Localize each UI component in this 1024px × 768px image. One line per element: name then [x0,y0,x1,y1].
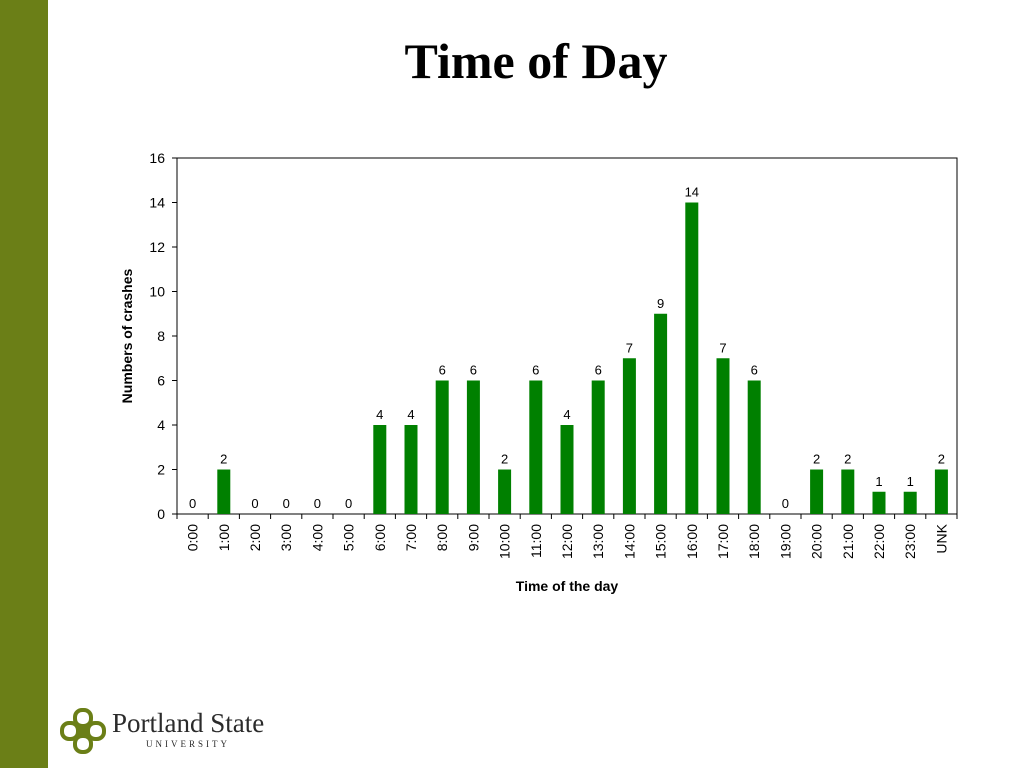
bar [622,358,636,514]
data-label: 6 [532,363,539,378]
data-label: 7 [626,340,633,355]
x-tick-label: 0:00 [185,524,201,551]
data-label: 0 [782,496,789,511]
data-label: 4 [407,407,414,422]
x-tick-label: 17:00 [715,524,731,559]
logo-name: Portland State [112,708,265,738]
x-tick-label: 13:00 [590,524,606,559]
data-label: 2 [938,452,945,467]
x-tick-label: 16:00 [684,524,700,559]
x-tick-label: 10:00 [497,524,513,559]
data-label: 2 [813,452,820,467]
x-tick-label: 12:00 [559,524,575,559]
bar [217,469,231,514]
x-tick-label: 4:00 [309,524,325,551]
x-tick-label: 15:00 [653,524,669,559]
bar [529,380,543,514]
y-tick-label: 12 [149,239,165,255]
data-label: 2 [220,452,227,467]
data-label: 7 [719,340,726,355]
data-label: 4 [376,407,383,422]
x-tick-label: 19:00 [777,524,793,559]
data-label: 9 [657,296,664,311]
bar [404,425,418,514]
bar [747,380,761,514]
data-label: 1 [875,474,882,489]
x-tick-label: 2:00 [247,524,263,551]
bar [810,469,824,514]
data-label: 2 [844,452,851,467]
data-label: 0 [314,496,321,511]
data-label: 6 [751,363,758,378]
bar [872,491,886,514]
x-tick-label: 6:00 [372,524,388,551]
data-label: 6 [439,363,446,378]
university-logo: Portland State UNIVERSITY [60,706,300,756]
data-label: 2 [501,452,508,467]
psu-interlocking-logo-icon [60,708,106,754]
y-tick-label: 8 [157,328,165,344]
bar [903,491,917,514]
y-tick-label: 6 [157,373,165,389]
bar [934,469,948,514]
bar [373,425,387,514]
x-tick-label: 22:00 [871,524,887,559]
x-tick-label: 7:00 [403,524,419,551]
data-label: 4 [563,407,570,422]
data-label: 0 [345,496,352,511]
x-tick-label: 3:00 [278,524,294,551]
y-tick-label: 4 [157,417,165,433]
data-label: 0 [251,496,258,511]
data-label: 6 [595,363,602,378]
bar [841,469,855,514]
data-label: 6 [470,363,477,378]
data-label: 1 [907,474,914,489]
x-tick-label: 5:00 [341,524,357,551]
x-axis-title: Time of the day [516,578,619,594]
bar [685,202,699,514]
y-tick-label: 0 [157,506,165,522]
data-label: 14 [685,185,699,200]
y-axis-title: Numbers of crashes [119,268,135,403]
x-tick-label: 21:00 [840,524,856,559]
bar [716,358,730,514]
bar [466,380,480,514]
x-tick-label: 1:00 [216,524,232,551]
y-tick-label: 14 [149,195,165,211]
slide-title: Time of Day [404,33,668,89]
data-label: 0 [189,496,196,511]
y-tick-label: 10 [149,284,165,300]
logo-subtitle: UNIVERSITY [146,739,230,749]
y-tick-label: 2 [157,462,165,478]
x-tick-label: 8:00 [434,524,450,551]
bar [560,425,574,514]
x-tick-label: 20:00 [809,524,825,559]
y-tick-label: 16 [149,150,165,166]
x-tick-label: 23:00 [902,524,918,559]
data-label: 0 [283,496,290,511]
x-tick-label: 18:00 [746,524,762,559]
bar [498,469,512,514]
bar [591,380,605,514]
x-tick-label: 9:00 [465,524,481,551]
x-tick-label: 14:00 [621,524,637,559]
bar [435,380,449,514]
x-tick-label: UNK [933,523,949,553]
bar [654,313,668,514]
side-accent-bar [0,0,48,768]
x-tick-label: 11:00 [528,524,544,558]
